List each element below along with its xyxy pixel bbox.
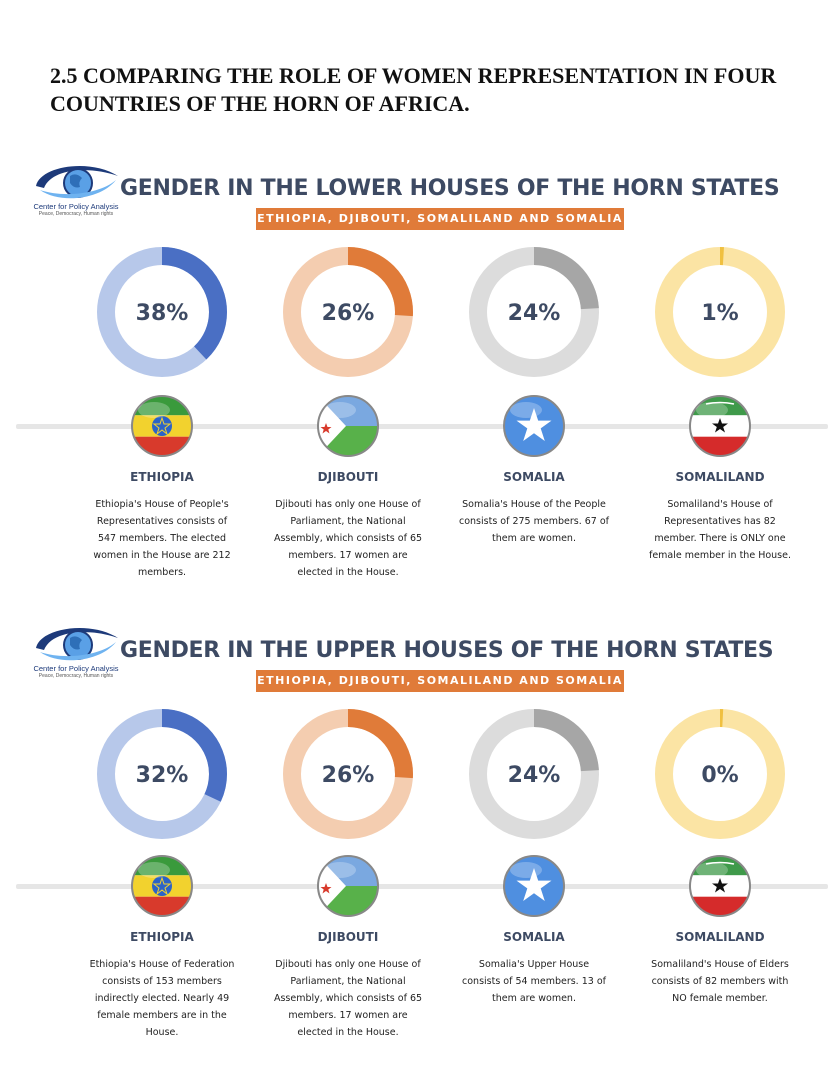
country-name-somalia: SOMALIA [503,930,565,944]
country-name-somalia: SOMALIA [503,470,565,484]
donut-segment-somalia [469,247,599,377]
donut-segment-djibouti [283,709,413,839]
donut-segment-somaliland [655,247,785,377]
country-description-ethiopia: Ethiopia's House of Federation consists … [89,959,235,1038]
globe-swoosh-icon [36,165,118,199]
logo-name: Center for Policy Analysis [33,202,119,211]
donut-segment-ethiopia [97,709,227,839]
logo-tagline: Peace, Democracy, Human rights [38,673,114,679]
donut-label-djibouti: 26% [322,763,375,788]
logo-tagline: Peace, Democracy, Human rights [38,211,114,217]
section-title: GENDER IN THE LOWER HOUSES OF THE HORN S… [120,176,780,201]
country-name-somaliland: SOMALILAND [675,470,765,484]
donut-ethiopia: 32% [97,709,227,839]
donut-charts: 32% 26% 24% 0% [97,709,785,839]
somalia-flag-icon [502,394,566,458]
donut-ethiopia: 38% [97,247,227,377]
country-name-djibouti: DJIBOUTI [317,930,379,944]
donut-label-somalia: 24% [508,301,561,326]
donut-label-somaliland: 1% [701,301,738,326]
logo: Center for Policy Analysis Peace, Democr… [26,622,126,692]
donut-charts: 38% 26% 24% 1% [97,247,785,377]
section-title: GENDER IN THE UPPER HOUSES OF THE HORN S… [120,638,774,663]
donut-segment-ethiopia [97,247,227,377]
page-title: 2.5 COMPARING THE ROLE OF WOMEN REPRESEN… [50,63,777,116]
djibouti-flag-icon [316,394,380,458]
country-description-somalia: Somalia's House of the People consists o… [459,499,610,544]
donut-label-ethiopia: 32% [136,763,189,788]
donut-segment-somalia [469,709,599,839]
donut-somaliland: 1% [655,247,785,377]
ethiopia-flag-icon [130,394,194,458]
country-description-somaliland: Somaliland's House of Elders consists of… [651,959,789,1004]
somaliland-flag-icon [688,854,752,918]
donut-somaliland: 0% [655,709,785,839]
country-description-djibouti: Djibouti has only one House of Parliamen… [273,499,423,578]
donut-djibouti: 26% [283,247,413,377]
country-description-somaliland: Somaliland's House of Representatives ha… [648,499,791,561]
lower-houses-section: Center for Policy Analysis Peace, Democr… [0,160,828,600]
globe-swoosh-icon [36,627,118,661]
upper-houses-section: Center for Policy Analysis Peace, Democr… [0,622,828,1062]
country-name-ethiopia: ETHIOPIA [130,930,194,944]
djibouti-flag-icon [316,854,380,918]
donut-somalia: 24% [469,709,599,839]
donut-segment-djibouti [283,247,413,377]
donut-somalia: 24% [469,247,599,377]
country-name-djibouti: DJIBOUTI [317,470,379,484]
logo: Center for Policy Analysis Peace, Democr… [26,160,126,230]
country-description-somalia: Somalia's Upper House consists of 54 mem… [462,959,606,1004]
logo-name: Center for Policy Analysis [33,664,119,673]
divider-line [16,424,828,429]
ethiopia-flag-icon [130,854,194,918]
donut-segment-somaliland [655,709,785,839]
donut-label-somaliland: 0% [701,763,738,788]
country-name-somaliland: SOMALILAND [675,930,765,944]
divider-line [16,884,828,889]
donut-djibouti: 26% [283,709,413,839]
somaliland-flag-icon [688,394,752,458]
section-banner: ETHIOPIA, DJIBOUTI, SOMALILAND AND SOMAL… [256,208,624,230]
donut-label-djibouti: 26% [322,301,375,326]
section-banner: ETHIOPIA, DJIBOUTI, SOMALILAND AND SOMAL… [256,670,624,692]
country-description-djibouti: Djibouti has only one House of Parliamen… [273,959,423,1038]
donut-label-somalia: 24% [508,763,561,788]
country-description-ethiopia: Ethiopia's House of People's Representat… [93,499,231,578]
country-name-ethiopia: ETHIOPIA [130,470,194,484]
somalia-flag-icon [502,854,566,918]
donut-label-ethiopia: 38% [136,301,189,326]
